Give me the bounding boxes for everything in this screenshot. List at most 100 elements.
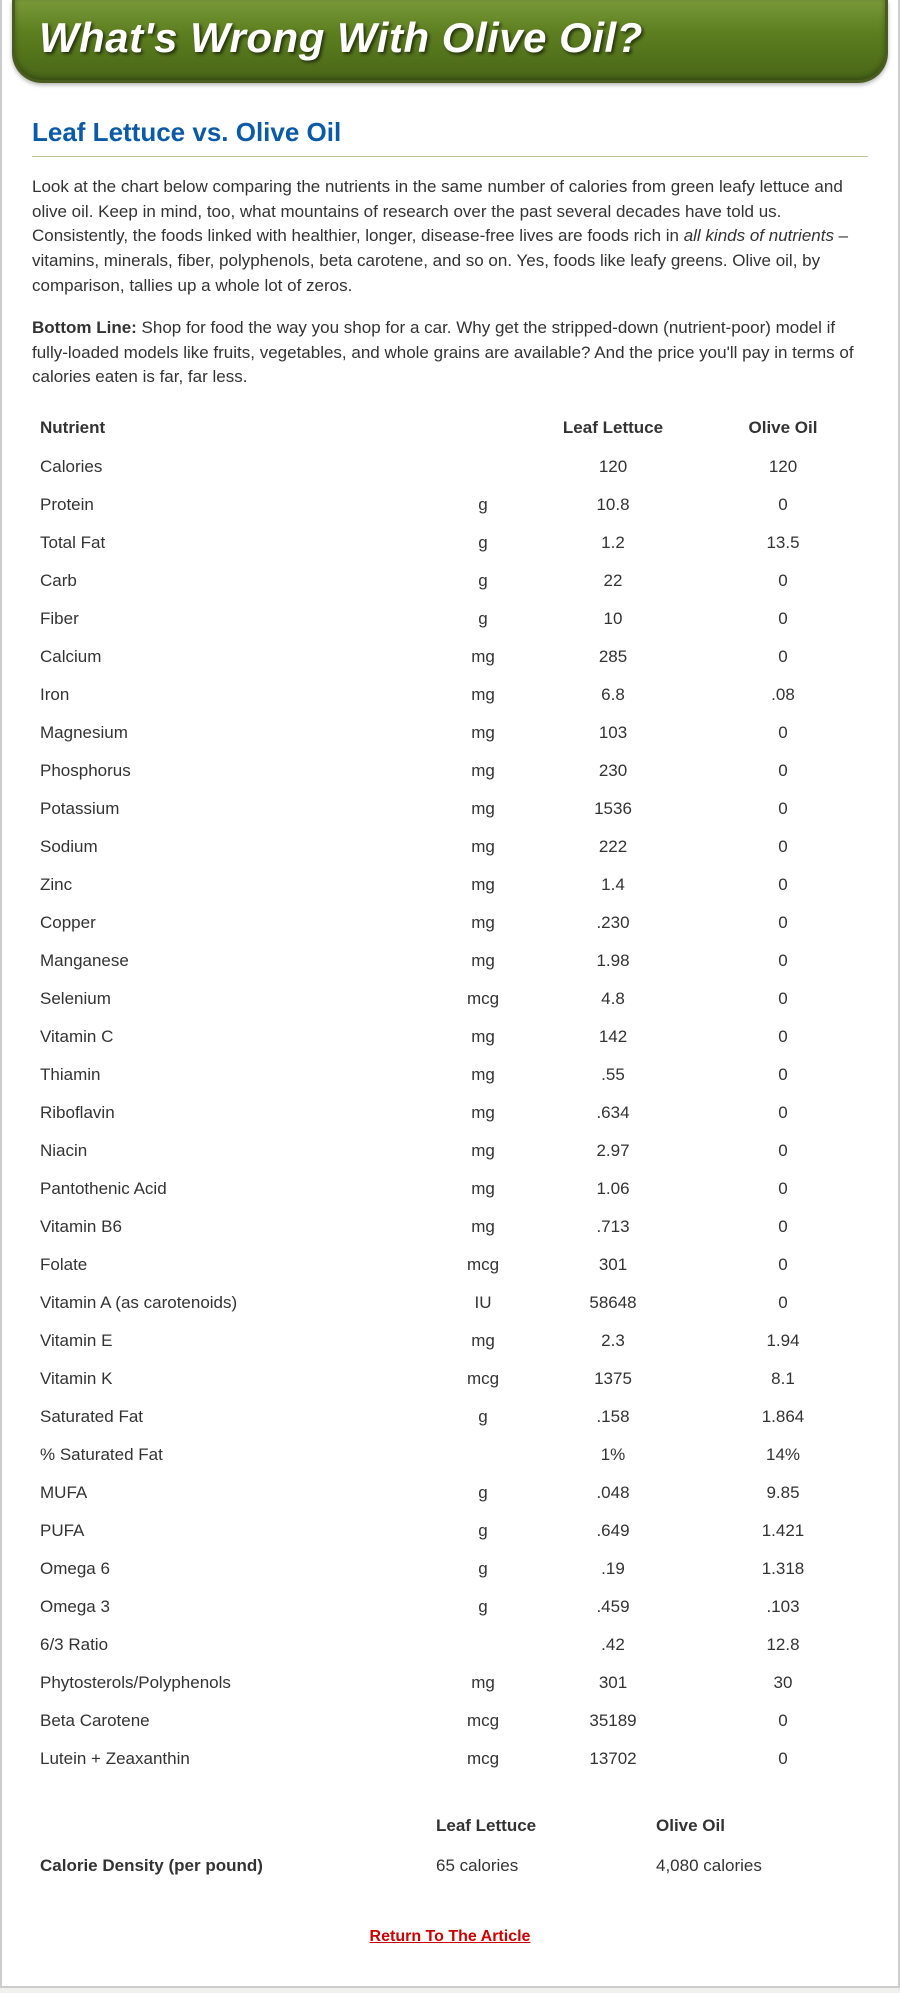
divider <box>32 156 868 157</box>
lettuce-value: .158 <box>528 1398 698 1436</box>
table-row: Lutein + Zeaxanthinmcg137020 <box>32 1740 868 1778</box>
olive-value: 0 <box>698 562 868 600</box>
olive-value: 1.94 <box>698 1322 868 1360</box>
table-row: % Saturated Fat1%14% <box>32 1436 868 1474</box>
nutrient-unit: mg <box>438 828 528 866</box>
lettuce-value: 1375 <box>528 1360 698 1398</box>
nutrient-name: Zinc <box>32 866 438 904</box>
table-row: Potassiummg15360 <box>32 790 868 828</box>
nutrient-name: % Saturated Fat <box>32 1436 438 1474</box>
nutrient-name: Lutein + Zeaxanthin <box>32 1740 438 1778</box>
table-row: MUFAg.0489.85 <box>32 1474 868 1512</box>
table-row: Total Fatg1.213.5 <box>32 524 868 562</box>
lettuce-value: .048 <box>528 1474 698 1512</box>
nutrient-unit: mg <box>438 1132 528 1170</box>
nutrient-name: Riboflavin <box>32 1094 438 1132</box>
density-block: Leaf Lettuce Olive Oil Calorie Density (… <box>32 1806 868 1886</box>
nutrient-unit <box>438 1436 528 1474</box>
nutrient-unit: mg <box>438 638 528 676</box>
nutrient-unit: mcg <box>438 1740 528 1778</box>
nutrient-name: 6/3 Ratio <box>32 1626 438 1664</box>
olive-value: 0 <box>698 1056 868 1094</box>
olive-value: 0 <box>698 1284 868 1322</box>
col-unit <box>438 408 528 448</box>
nutrient-unit: mg <box>438 790 528 828</box>
olive-value: 0 <box>698 1208 868 1246</box>
nutrient-unit: g <box>438 1588 528 1626</box>
nutrient-unit: mg <box>438 752 528 790</box>
olive-value: 9.85 <box>698 1474 868 1512</box>
nutrient-name: Vitamin A (as carotenoids) <box>32 1284 438 1322</box>
olive-value: 0 <box>698 638 868 676</box>
lettuce-value: 1536 <box>528 790 698 828</box>
nutrient-unit: mg <box>438 676 528 714</box>
olive-value: 1.864 <box>698 1398 868 1436</box>
nutrient-unit: mg <box>438 1322 528 1360</box>
lettuce-value: .649 <box>528 1512 698 1550</box>
table-header-row: Nutrient Leaf Lettuce Olive Oil <box>32 408 868 448</box>
nutrient-unit: mg <box>438 942 528 980</box>
nutrient-name: Protein <box>32 486 438 524</box>
table-row: Seleniummcg4.80 <box>32 980 868 1018</box>
nutrient-name: Folate <box>32 1246 438 1284</box>
nutrient-name: Vitamin B6 <box>32 1208 438 1246</box>
density-row: Calorie Density (per pound) 65 calories … <box>32 1846 868 1886</box>
lettuce-value: 6.8 <box>528 676 698 714</box>
density-blank <box>32 1806 428 1846</box>
olive-value: 0 <box>698 1246 868 1284</box>
olive-value: 14% <box>698 1436 868 1474</box>
table-row: Zincmg1.40 <box>32 866 868 904</box>
col-olive: Olive Oil <box>698 408 868 448</box>
nutrient-name: Phosphorus <box>32 752 438 790</box>
olive-value: 0 <box>698 1740 868 1778</box>
table-row: Omega 6g.191.318 <box>32 1550 868 1588</box>
nutrient-name: Pantothenic Acid <box>32 1170 438 1208</box>
nutrient-name: Total Fat <box>32 524 438 562</box>
intro-paragraph: Look at the chart below comparing the nu… <box>32 175 868 298</box>
table-row: Thiaminmg.550 <box>32 1056 868 1094</box>
content: Leaf Lettuce vs. Olive Oil Look at the c… <box>2 83 898 1946</box>
table-row: Calories120120 <box>32 448 868 486</box>
lettuce-value: 1.2 <box>528 524 698 562</box>
lettuce-value: 103 <box>528 714 698 752</box>
lettuce-value: 4.8 <box>528 980 698 1018</box>
nutrient-name: PUFA <box>32 1512 438 1550</box>
banner-title: What's Wrong With Olive Oil? <box>39 14 861 62</box>
table-row: Proteing10.80 <box>32 486 868 524</box>
density-table: Leaf Lettuce Olive Oil Calorie Density (… <box>32 1806 868 1886</box>
return-link[interactable]: Return To The Article <box>370 1928 531 1945</box>
table-row: PUFAg.6491.421 <box>32 1512 868 1550</box>
table-row: Saturated Fatg.1581.864 <box>32 1398 868 1436</box>
nutrient-unit: g <box>438 486 528 524</box>
bottom-line-paragraph: Bottom Line: Shop for food the way you s… <box>32 316 868 390</box>
subtitle: Leaf Lettuce vs. Olive Oil <box>32 117 868 148</box>
nutrient-name: Saturated Fat <box>32 1398 438 1436</box>
table-row: Pantothenic Acidmg1.060 <box>32 1170 868 1208</box>
table-row: Carbg220 <box>32 562 868 600</box>
nutrient-name: MUFA <box>32 1474 438 1512</box>
table-row: Riboflavinmg.6340 <box>32 1094 868 1132</box>
lettuce-value: 285 <box>528 638 698 676</box>
olive-value: .08 <box>698 676 868 714</box>
lettuce-value: .230 <box>528 904 698 942</box>
nutrient-name: Phytosterols/Polyphenols <box>32 1664 438 1702</box>
lettuce-value: 2.97 <box>528 1132 698 1170</box>
table-row: Vitamin B6mg.7130 <box>32 1208 868 1246</box>
density-olive: 4,080 calories <box>648 1846 868 1886</box>
lettuce-value: 1.98 <box>528 942 698 980</box>
olive-value: 12.8 <box>698 1626 868 1664</box>
density-header-row: Leaf Lettuce Olive Oil <box>32 1806 868 1846</box>
table-row: Beta Carotenemcg351890 <box>32 1702 868 1740</box>
nutrient-name: Carb <box>32 562 438 600</box>
return-link-wrapper: Return To The Article <box>32 1926 868 1946</box>
nutrient-unit: mg <box>438 904 528 942</box>
olive-value: 1.421 <box>698 1512 868 1550</box>
density-label: Calorie Density (per pound) <box>32 1846 428 1886</box>
olive-value: 0 <box>698 1094 868 1132</box>
nutrient-name: Vitamin K <box>32 1360 438 1398</box>
nutrient-unit: g <box>438 1550 528 1588</box>
lettuce-value: .459 <box>528 1588 698 1626</box>
nutrient-unit: mcg <box>438 980 528 1018</box>
nutrient-unit: mcg <box>438 1246 528 1284</box>
nutrient-unit: mcg <box>438 1360 528 1398</box>
